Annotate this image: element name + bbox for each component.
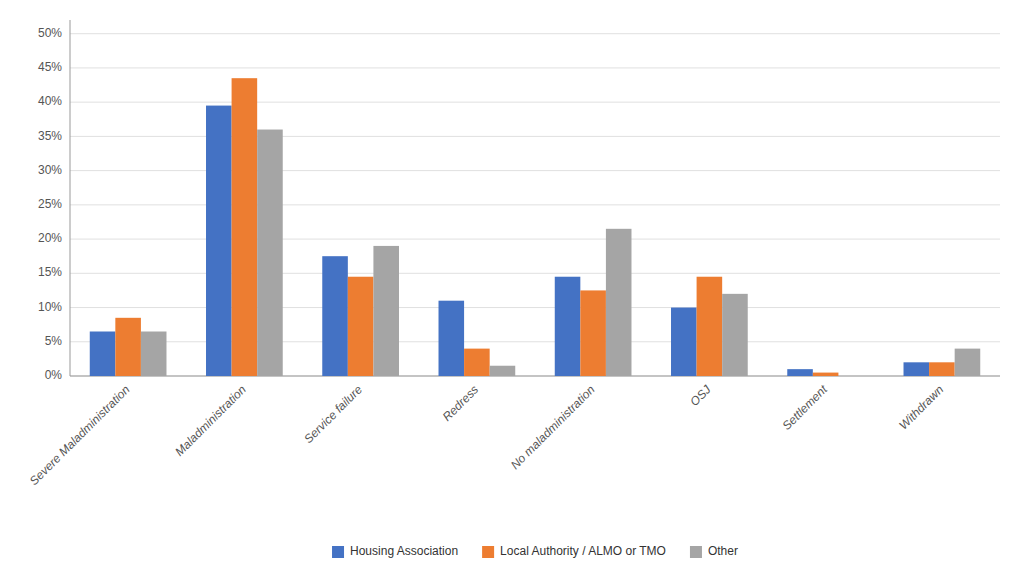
grid-line — [70, 33, 1000, 34]
legend-swatch — [332, 546, 344, 558]
x-tick-labels: Severe Maladministration Maladministratio… — [27, 382, 947, 488]
bar — [929, 362, 955, 376]
grid — [70, 34, 1000, 376]
y-tick-label: 40% — [38, 94, 62, 108]
legend-item: Other — [690, 544, 738, 558]
y-tick-label: 15% — [38, 265, 62, 279]
legend-item: Local Authority / ALMO or TMO — [482, 544, 666, 558]
y-tick-label: 30% — [38, 163, 62, 177]
bar — [580, 290, 606, 376]
bar — [348, 277, 374, 376]
bar — [955, 349, 981, 376]
bar — [787, 369, 813, 376]
x-tick-label: Settlement — [780, 382, 831, 433]
legend-swatch — [690, 546, 702, 558]
y-axis-line — [70, 20, 71, 376]
x-tick-label: OSJ — [687, 382, 714, 409]
y-tick-label: 0% — [45, 368, 63, 382]
bar — [90, 332, 116, 377]
legend-swatch — [482, 546, 494, 558]
bar — [606, 229, 632, 376]
bar — [490, 366, 516, 376]
bar — [838, 376, 864, 377]
x-tick-label: Maladministration — [172, 382, 249, 459]
x-tick-label: Service failure — [301, 382, 365, 446]
x-tick-label: Redress — [440, 382, 481, 423]
chart: 0% 5% 10% 15% 20% 25% 30% 35% 40% 45% 50% Severe Ma… — [0, 0, 1024, 576]
y-tick-label: 50% — [38, 26, 62, 40]
y-tick-label: 5% — [45, 334, 63, 348]
legend-label: Housing Association — [350, 544, 458, 558]
bar — [141, 332, 167, 377]
legend-label: Local Authority / ALMO or TMO — [500, 544, 666, 558]
x-tick-label: Withdrawn — [896, 382, 946, 432]
bars — [90, 78, 980, 376]
bar — [904, 362, 930, 376]
y-tick-label: 25% — [38, 197, 62, 211]
bar — [322, 256, 348, 376]
legend-item: Housing Association — [332, 544, 458, 558]
bar — [722, 294, 748, 376]
bar — [555, 277, 581, 376]
bar — [373, 246, 399, 376]
x-tick-label: No maladministration — [508, 382, 598, 472]
bar — [115, 318, 141, 376]
y-tick-label: 35% — [38, 129, 62, 143]
bar — [813, 373, 839, 376]
legend: Housing Association Local Authority / ALM… — [332, 544, 738, 558]
y-tick-label: 45% — [38, 60, 62, 74]
legend-label: Other — [708, 544, 738, 558]
grid-line — [70, 102, 1000, 103]
y-tick-label: 10% — [38, 300, 62, 314]
x-tick-label: Severe Maladministration — [27, 382, 133, 488]
grid-line — [70, 67, 1000, 68]
bar — [206, 106, 232, 376]
y-tick-label: 20% — [38, 231, 62, 245]
bar — [671, 308, 697, 376]
bar — [439, 301, 465, 376]
bar — [697, 277, 723, 376]
bar — [257, 130, 283, 376]
bar — [232, 78, 258, 376]
bar — [464, 349, 490, 376]
y-tick-labels: 0% 5% 10% 15% 20% 25% 30% 35% 40% 45% 50% — [38, 26, 62, 382]
